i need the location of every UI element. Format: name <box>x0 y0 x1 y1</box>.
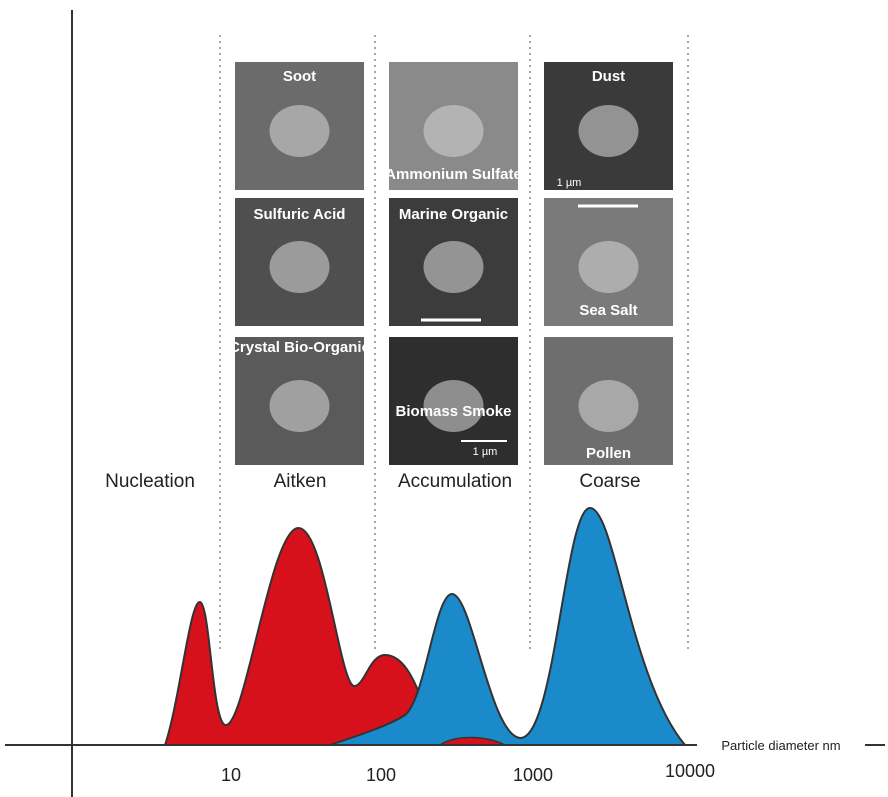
mode-label: Accumulation <box>398 471 512 492</box>
particle <box>270 241 330 293</box>
panel-caption: Crystal Bio-Organic <box>229 339 370 356</box>
mode-label: Coarse <box>579 471 640 492</box>
panel-caption: Biomass Smoke <box>396 403 512 420</box>
scale-label: 1 µm <box>557 177 582 189</box>
x-axis-label: Particle diameter nm <box>721 738 840 753</box>
panel-caption: Soot <box>283 68 316 85</box>
figure: Soot Ammonium Sulfate Dust Sulfuric Acid Mar… <box>0 0 888 797</box>
panel-caption: Ammonium Sulfate <box>385 166 522 183</box>
scale-label: 1 µm <box>473 446 498 458</box>
x-tick-label: 10 <box>221 765 241 785</box>
panels: Soot Ammonium Sulfate Dust Sulfuric Acid Mar… <box>229 62 673 465</box>
particle <box>424 241 484 293</box>
particle <box>579 380 639 432</box>
particle <box>270 105 330 157</box>
panel-caption: Marine Organic <box>399 206 508 223</box>
particle <box>579 241 639 293</box>
particle <box>270 380 330 432</box>
x-tick-label: 1000 <box>513 765 553 785</box>
x-tick-label: 100 <box>366 765 396 785</box>
mode-label: Nucleation <box>105 471 195 492</box>
particle <box>579 105 639 157</box>
panel-caption: Sea Salt <box>579 302 637 319</box>
x-tick-label: 10000 <box>665 761 715 781</box>
distributions <box>165 508 685 745</box>
particle <box>424 105 484 157</box>
mode-label: Aitken <box>274 471 327 492</box>
red-curve <box>165 528 440 745</box>
panel-caption: Pollen <box>586 445 631 462</box>
panel-caption: Sulfuric Acid <box>254 206 346 223</box>
panel-caption: Dust <box>592 68 625 85</box>
